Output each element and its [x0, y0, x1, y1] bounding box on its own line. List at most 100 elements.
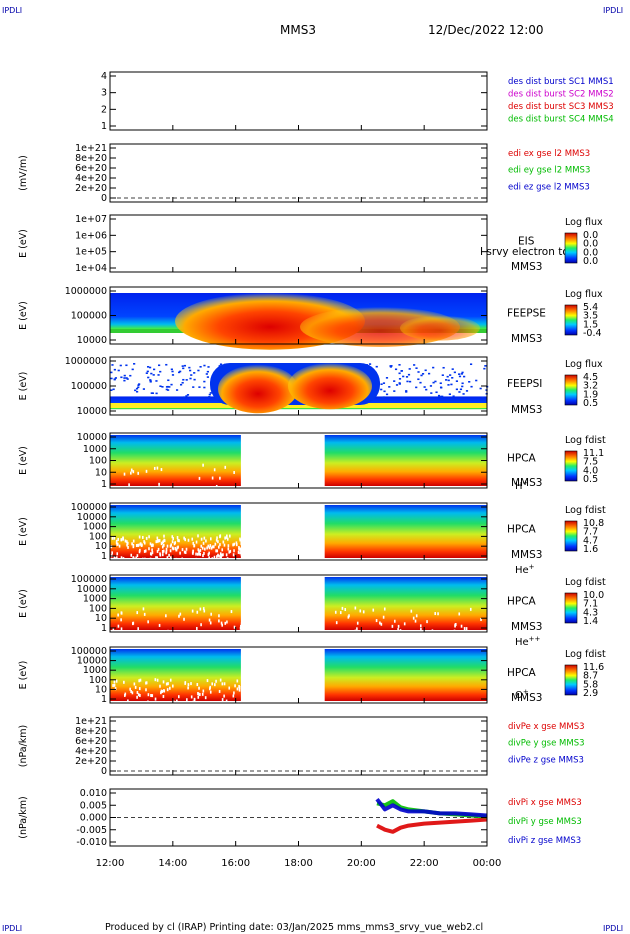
- spectrogram-pixel: [206, 679, 209, 683]
- spectrogram-pixel: [161, 553, 164, 557]
- spectrogram-pixel: [200, 623, 202, 627]
- y-tick-label: 100000: [71, 646, 107, 657]
- spectrogram-pixel: [470, 385, 473, 388]
- spectrogram-hot-region: [288, 362, 372, 410]
- spectrogram-pixel: [215, 538, 218, 542]
- spectrogram-pixel: [171, 535, 174, 539]
- corner-label-top-left: IPDLI: [2, 6, 22, 15]
- spectrogram-pixel: [193, 697, 196, 701]
- instrument-label: FEEPSE: [507, 308, 546, 320]
- spectrogram-pixel: [219, 476, 221, 480]
- spectrogram-pixel: [229, 534, 231, 538]
- colorbar-title: Log fdist: [565, 649, 606, 660]
- spectrogram-pixel: [217, 540, 219, 544]
- spectrogram-pixel: [160, 468, 163, 472]
- spectrogram-pixel: [151, 551, 154, 555]
- spectrogram-pixel: [449, 374, 452, 376]
- spectrogram-pixel: [232, 694, 235, 698]
- y-axis-label: E (eV): [18, 446, 29, 475]
- spectrogram-pixel: [465, 390, 469, 392]
- spectrogram-pixel: [165, 388, 168, 391]
- spectrogram-pixel: [120, 556, 123, 560]
- spectrogram-pixel: [120, 618, 122, 622]
- spectrogram-pixel: [159, 684, 161, 688]
- spectrogram-pixel: [143, 549, 146, 553]
- spectrogram-pixel: [126, 540, 128, 544]
- spectrogram-pixel: [209, 621, 212, 625]
- spectrogram-pixel: [398, 383, 401, 385]
- spectrogram-pixel: [125, 364, 128, 367]
- colorbar-tick-label: 4.3: [583, 607, 598, 618]
- spectrogram-pixel: [382, 396, 385, 398]
- spectrogram-pixel: [199, 607, 202, 611]
- spectrogram-pixel: [379, 621, 381, 625]
- legend-entry: divPe x gse MMS3: [508, 722, 585, 732]
- spectrogram-pixel: [142, 607, 145, 611]
- spectrogram-pixel: [195, 540, 198, 544]
- spectrogram-pixel: [215, 549, 217, 553]
- spectrogram-pixel: [111, 536, 114, 540]
- spectrogram-pixel: [145, 469, 148, 473]
- spectrogram-pixel: [177, 545, 179, 549]
- spectrogram-pixel: [204, 547, 206, 551]
- y-axis-label: (nPa/km): [18, 725, 29, 768]
- spectrogram-pixel: [111, 551, 113, 555]
- spectrogram-pixel: [205, 373, 208, 375]
- spectrogram-pixel: [153, 557, 156, 561]
- spectrogram-pixel: [375, 619, 378, 623]
- corner-label-top-right: IPDLI: [603, 6, 623, 15]
- spectrogram-pixel: [147, 376, 150, 379]
- y-axis-label: E (eV): [18, 589, 29, 618]
- spectrogram-pixel: [139, 548, 141, 552]
- spectrogram-pixel: [170, 543, 172, 547]
- spectrogram-pixel: [123, 377, 126, 379]
- spectrogram-pixel: [175, 389, 179, 391]
- y-tick-label: 1000000: [65, 286, 107, 297]
- y-tick-label: 4: [101, 71, 107, 82]
- spectrogram-pixel: [224, 621, 227, 625]
- spectrogram-pixel: [139, 485, 141, 489]
- spectrogram-pixel: [461, 385, 464, 388]
- spectrogram-pixel: [142, 557, 144, 561]
- spectrogram-pixel: [173, 542, 176, 546]
- spectrogram-pixel: [138, 383, 141, 385]
- spectrogram-pixel: [196, 610, 199, 614]
- spectrogram-pixel: [110, 377, 113, 380]
- spectrogram-pixel: [199, 552, 202, 556]
- spectrogram-pixel: [137, 384, 140, 386]
- spectrogram-pixel: [430, 392, 433, 394]
- spectrogram-pixel: [459, 388, 463, 391]
- spectrogram-pixel: [193, 544, 196, 548]
- spectrogram-pixel: [114, 377, 118, 379]
- spectrogram-pixel: [146, 366, 150, 368]
- spectrogram-pixel: [137, 627, 139, 631]
- spectrogram-pixel: [166, 556, 169, 560]
- spectrogram-pixel: [394, 619, 396, 623]
- panel-p3: E (eV) 1e+07 1e+06 1e+05 1e+04 EIS MMS3 I srvy …: [18, 214, 603, 274]
- spectrogram-pixel: [221, 623, 223, 627]
- spectrogram-pixel: [427, 372, 431, 375]
- spectrogram-pixel: [206, 546, 208, 550]
- spectrogram-pixel: [152, 374, 155, 376]
- spectrogram-pixel: [434, 380, 437, 383]
- spectrogram-pixel: [156, 549, 159, 553]
- spectrogram-pixel: [483, 367, 486, 370]
- colorbar-tick-label: 0.0: [583, 256, 598, 267]
- spectrogram-pixel: [165, 550, 168, 554]
- spectrogram-pixel: [144, 549, 147, 553]
- spectrogram-pixel: [174, 546, 177, 550]
- colorbar-tick-label: 0.0: [583, 247, 598, 258]
- spectrogram-pixel: [451, 377, 454, 379]
- spectrogram-pixel: [229, 549, 232, 553]
- panel-frame: [109, 214, 488, 273]
- charge-label: +: [523, 479, 529, 487]
- spectrogram-pixel: [132, 539, 135, 543]
- spectrogram-pixel: [221, 553, 223, 557]
- x-tick-label: 16:00: [221, 858, 250, 869]
- y-tick-label: 2: [101, 104, 107, 115]
- spectrogram-pixel: [214, 683, 216, 687]
- spectrogram-pixel: [190, 374, 193, 376]
- spectrogram-pixel: [223, 682, 226, 686]
- spectrogram-pixel: [167, 682, 169, 686]
